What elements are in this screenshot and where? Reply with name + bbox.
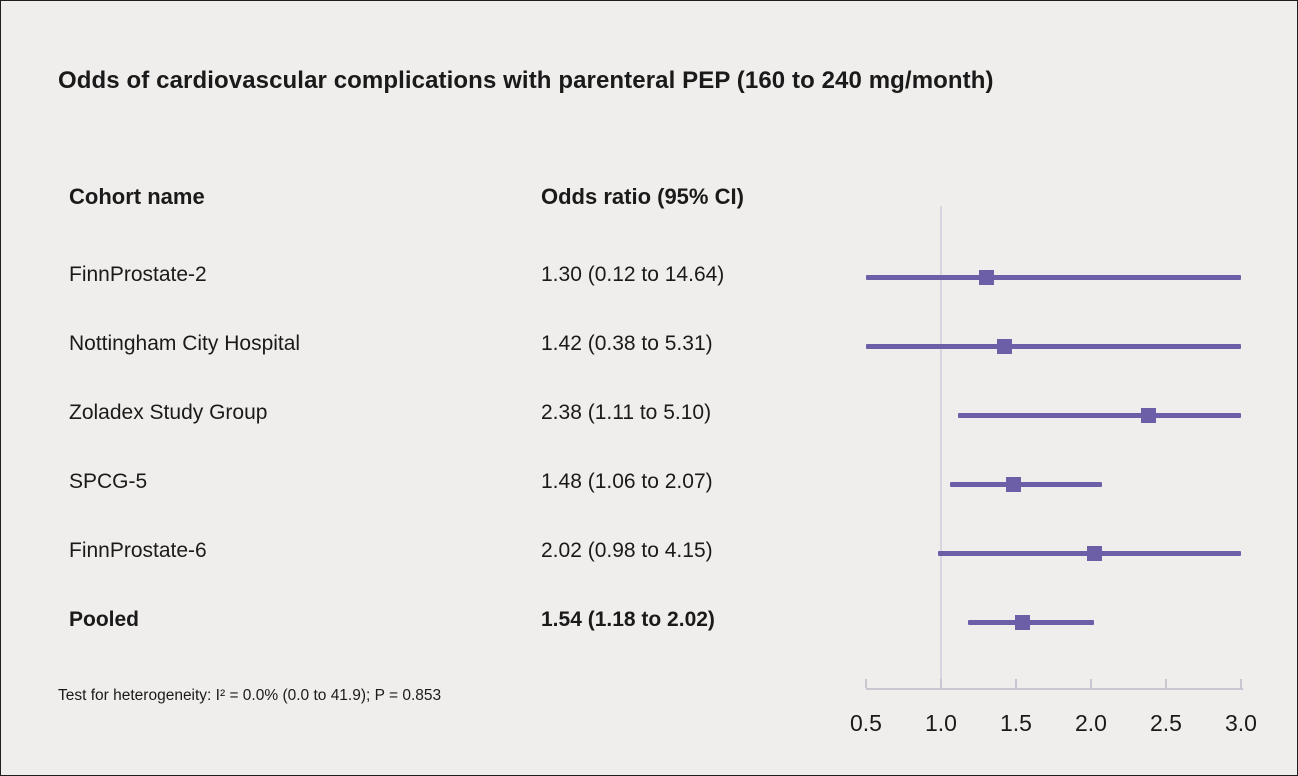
point-estimate-marker: [1086, 545, 1102, 561]
x-tick: [940, 679, 942, 688]
ci-line: [950, 482, 1102, 487]
point-estimate-marker: [1140, 407, 1156, 423]
cohort-label: Zoladex Study Group: [69, 401, 268, 424]
x-tick-label: 1.0: [925, 710, 957, 736]
cohort-label: SPCG-5: [69, 470, 148, 493]
x-tick: [1015, 679, 1017, 688]
chart-title: Odds of cardiovascular complications wit…: [58, 67, 994, 94]
x-tick-label: 0.5: [850, 710, 882, 736]
point-estimate-marker: [978, 269, 994, 285]
x-tick-label: 2.5: [1150, 710, 1182, 736]
column-header-cohort: Cohort name: [69, 184, 205, 209]
odds-ratio-value: 1.42 (0.38 to 5.31): [541, 332, 713, 355]
cohort-label: Pooled: [69, 608, 140, 631]
odds-ratio-value: 2.02 (0.98 to 4.15): [541, 539, 713, 562]
x-tick: [1090, 679, 1092, 688]
x-tick-label: 1.5: [1000, 710, 1032, 736]
point-estimate-marker: [996, 338, 1012, 354]
x-tick: [865, 679, 867, 688]
point-estimate-marker: [1014, 614, 1030, 630]
cohort-label: Nottingham City Hospital: [69, 332, 301, 355]
odds-ratio-value: 1.54 (1.18 to 2.02): [541, 608, 715, 631]
odds-ratio-value: 1.48 (1.06 to 2.07): [541, 470, 713, 493]
x-tick: [1165, 679, 1167, 688]
column-header-odds-ratio: Odds ratio (95% CI): [541, 184, 744, 209]
odds-ratio-value: 2.38 (1.11 to 5.10): [541, 401, 712, 424]
cohort-label: FinnProstate-6: [69, 539, 207, 562]
ci-line: [866, 344, 1241, 349]
x-tick-label: 3.0: [1225, 710, 1257, 736]
x-tick: [1240, 679, 1242, 688]
heterogeneity-note: Test for heterogeneity: I² = 0.0% (0.0 t…: [58, 687, 442, 704]
ci-line: [866, 275, 1241, 280]
cohort-label: FinnProstate-2: [69, 263, 207, 286]
reference-line: [940, 206, 942, 688]
x-axis: [866, 688, 1243, 690]
ci-line: [968, 620, 1094, 625]
odds-ratio-value: 1.30 (0.12 to 14.64): [541, 263, 725, 286]
point-estimate-marker: [1005, 476, 1021, 492]
x-tick-label: 2.0: [1075, 710, 1107, 736]
ci-line: [957, 413, 1241, 418]
